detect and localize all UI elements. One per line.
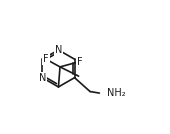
Text: NH₂: NH₂ [107,88,126,98]
Text: F: F [77,57,83,67]
Text: N: N [55,45,62,55]
Text: N: N [39,73,46,83]
Text: F: F [43,54,49,64]
